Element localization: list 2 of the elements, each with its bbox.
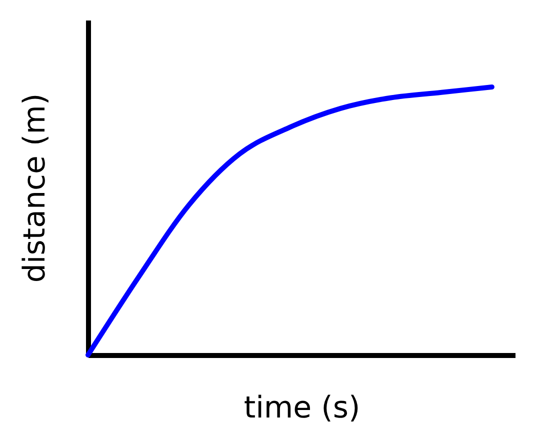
y-axis-title: distance (m) <box>18 93 52 283</box>
x-axis-title: time (s) <box>244 390 360 426</box>
